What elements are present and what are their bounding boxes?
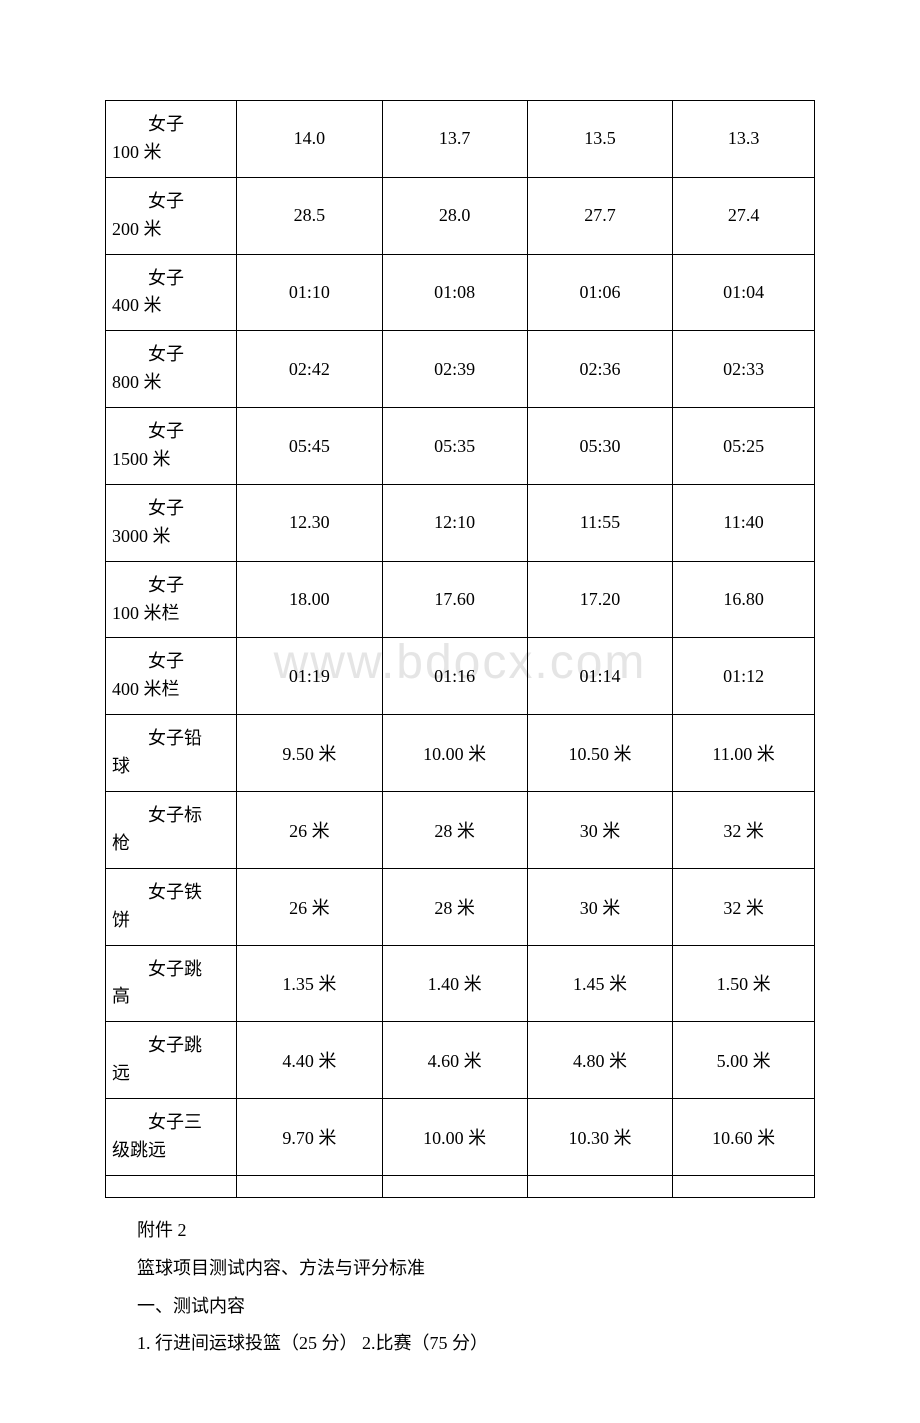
cell: 4.40 米 xyxy=(237,1022,382,1099)
table-row: 女子跳高 1.35 米 1.40 米 1.45 米 1.50 米 xyxy=(106,945,815,1022)
cell: 02:39 xyxy=(382,331,527,408)
cell: 13.3 xyxy=(673,101,815,178)
cell: 02:36 xyxy=(527,331,672,408)
page-content: 女子100 米 14.0 13.7 13.5 13.3 女子200 米 28.5… xyxy=(105,100,815,1363)
row-label: 女子200 米 xyxy=(106,177,237,254)
table-row: 女子400 米栏 01:19 01:16 01:14 01:12 xyxy=(106,638,815,715)
empty-cell xyxy=(382,1175,527,1197)
cell: 05:25 xyxy=(673,408,815,485)
cell: 05:30 xyxy=(527,408,672,485)
cell: 28.0 xyxy=(382,177,527,254)
row-label: 女子铁饼 xyxy=(106,868,237,945)
cell: 4.80 米 xyxy=(527,1022,672,1099)
cell: 26 米 xyxy=(237,792,382,869)
cell: 11:55 xyxy=(527,484,672,561)
row-label: 女子三级跳远 xyxy=(106,1099,237,1176)
cell: 11.00 米 xyxy=(673,715,815,792)
cell: 17.60 xyxy=(382,561,527,638)
cell: 14.0 xyxy=(237,101,382,178)
cell: 1.40 米 xyxy=(382,945,527,1022)
empty-cell xyxy=(527,1175,672,1197)
cell: 28 米 xyxy=(382,792,527,869)
empty-cell xyxy=(237,1175,382,1197)
table-row: 女子跳远 4.40 米 4.60 米 4.80 米 5.00 米 xyxy=(106,1022,815,1099)
row-label: 女子400 米 xyxy=(106,254,237,331)
body-paragraphs: 附件 2 篮球项目测试内容、方法与评分标准 一、测试内容 1. 行进间运球投篮（… xyxy=(105,1212,815,1363)
attachment-label: 附件 2 xyxy=(137,1212,815,1250)
cell: 02:42 xyxy=(237,331,382,408)
cell: 30 米 xyxy=(527,868,672,945)
table-row: 女子100 米栏 18.00 17.60 17.20 16.80 xyxy=(106,561,815,638)
row-label: 女子800 米 xyxy=(106,331,237,408)
cell: 1.35 米 xyxy=(237,945,382,1022)
cell: 1.50 米 xyxy=(673,945,815,1022)
cell: 17.20 xyxy=(527,561,672,638)
cell: 32 米 xyxy=(673,868,815,945)
cell: 5.00 米 xyxy=(673,1022,815,1099)
cell: 10.00 米 xyxy=(382,1099,527,1176)
row-label: 女子3000 米 xyxy=(106,484,237,561)
cell: 01:06 xyxy=(527,254,672,331)
cell: 01:04 xyxy=(673,254,815,331)
standards-table: 女子100 米 14.0 13.7 13.5 13.3 女子200 米 28.5… xyxy=(105,100,815,1198)
cell: 16.80 xyxy=(673,561,815,638)
cell: 01:10 xyxy=(237,254,382,331)
table-row: 女子铁饼 26 米 28 米 30 米 32 米 xyxy=(106,868,815,945)
cell: 05:45 xyxy=(237,408,382,485)
cell: 01:12 xyxy=(673,638,815,715)
cell: 18.00 xyxy=(237,561,382,638)
table-row: 女子200 米 28.5 28.0 27.7 27.4 xyxy=(106,177,815,254)
table-empty-row xyxy=(106,1175,815,1197)
cell: 28.5 xyxy=(237,177,382,254)
cell: 27.4 xyxy=(673,177,815,254)
cell: 4.60 米 xyxy=(382,1022,527,1099)
table-row: 女子铅球 9.50 米 10.00 米 10.50 米 11.00 米 xyxy=(106,715,815,792)
cell: 11:40 xyxy=(673,484,815,561)
cell: 27.7 xyxy=(527,177,672,254)
cell: 12:10 xyxy=(382,484,527,561)
cell: 01:14 xyxy=(527,638,672,715)
empty-cell xyxy=(673,1175,815,1197)
section-title: 篮球项目测试内容、方法与评分标准 xyxy=(137,1250,815,1288)
row-label: 女子100 米栏 xyxy=(106,561,237,638)
row-label: 女子跳高 xyxy=(106,945,237,1022)
empty-cell xyxy=(106,1175,237,1197)
table-row: 女子标枪 26 米 28 米 30 米 32 米 xyxy=(106,792,815,869)
cell: 10.00 米 xyxy=(382,715,527,792)
row-label: 女子1500 米 xyxy=(106,408,237,485)
cell: 12.30 xyxy=(237,484,382,561)
cell: 01:16 xyxy=(382,638,527,715)
table-row: 女子3000 米 12.30 12:10 11:55 11:40 xyxy=(106,484,815,561)
cell: 01:19 xyxy=(237,638,382,715)
cell: 1.45 米 xyxy=(527,945,672,1022)
cell: 02:33 xyxy=(673,331,815,408)
cell: 01:08 xyxy=(382,254,527,331)
table-row: 女子1500 米 05:45 05:35 05:30 05:25 xyxy=(106,408,815,485)
table-row: 女子三级跳远 9.70 米 10.00 米 10.30 米 10.60 米 xyxy=(106,1099,815,1176)
table-row: 女子100 米 14.0 13.7 13.5 13.3 xyxy=(106,101,815,178)
table-row: 女子400 米 01:10 01:08 01:06 01:04 xyxy=(106,254,815,331)
cell: 10.60 米 xyxy=(673,1099,815,1176)
row-label: 女子100 米 xyxy=(106,101,237,178)
cell: 32 米 xyxy=(673,792,815,869)
subsection-title: 一、测试内容 xyxy=(137,1288,815,1326)
cell: 13.5 xyxy=(527,101,672,178)
row-label: 女子铅球 xyxy=(106,715,237,792)
row-label: 女子400 米栏 xyxy=(106,638,237,715)
cell: 13.7 xyxy=(382,101,527,178)
cell: 28 米 xyxy=(382,868,527,945)
table-row: 女子800 米 02:42 02:39 02:36 02:33 xyxy=(106,331,815,408)
cell: 9.50 米 xyxy=(237,715,382,792)
cell: 30 米 xyxy=(527,792,672,869)
row-label: 女子标枪 xyxy=(106,792,237,869)
cell: 10.30 米 xyxy=(527,1099,672,1176)
row-label: 女子跳远 xyxy=(106,1022,237,1099)
cell: 26 米 xyxy=(237,868,382,945)
cell: 9.70 米 xyxy=(237,1099,382,1176)
content-line: 1. 行进间运球投篮（25 分） 2.比赛（75 分） xyxy=(137,1325,815,1363)
cell: 10.50 米 xyxy=(527,715,672,792)
cell: 05:35 xyxy=(382,408,527,485)
